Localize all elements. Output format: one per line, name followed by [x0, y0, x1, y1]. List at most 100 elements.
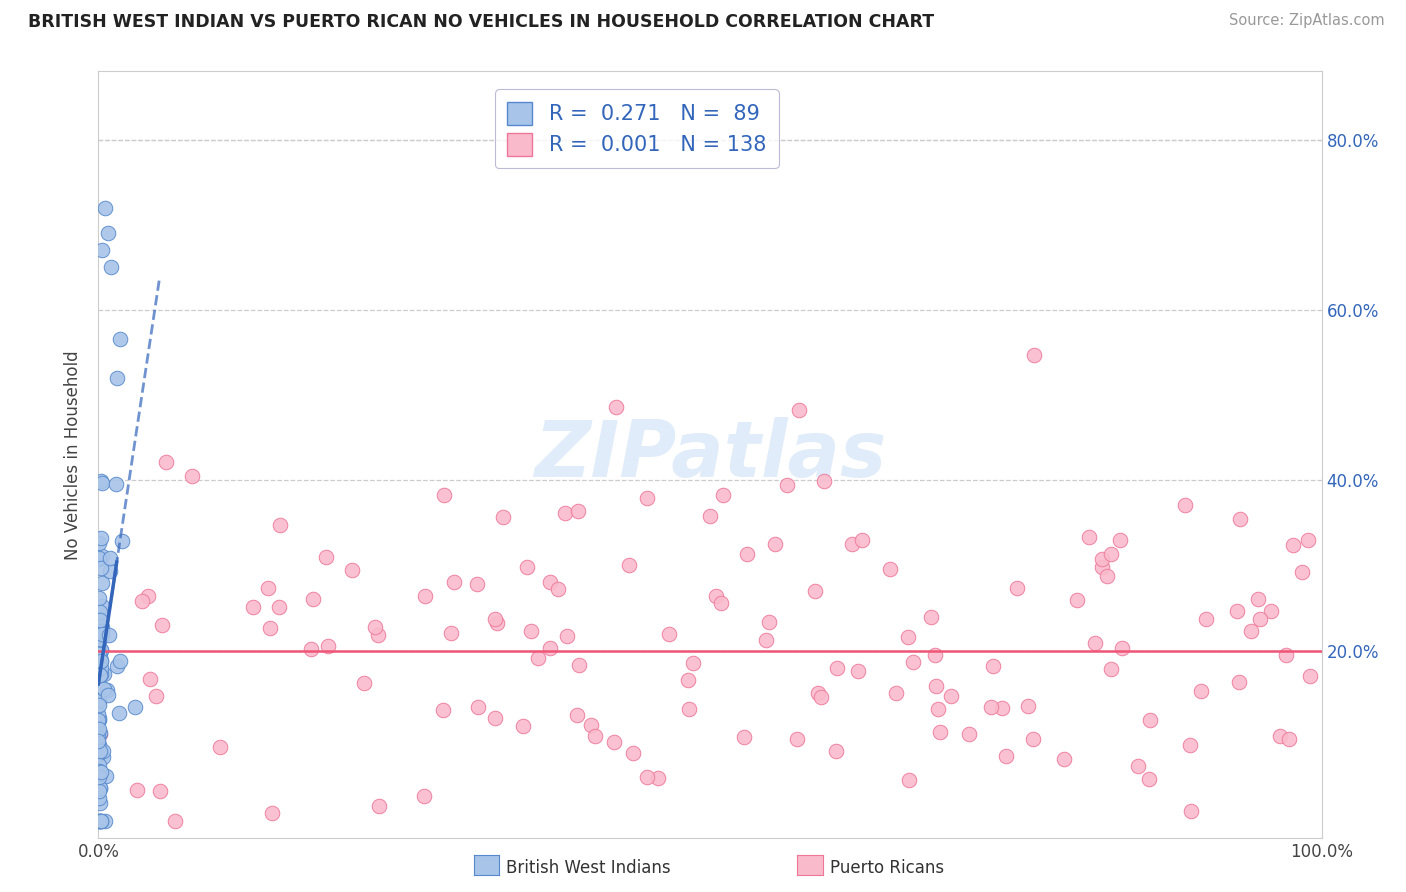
Point — [90, 654, 112, 668]
Point — [89, 647, 111, 661]
Point — [87, 770, 110, 784]
Point — [1226, 604, 1249, 618]
Point — [1022, 348, 1045, 362]
Point — [554, 506, 576, 520]
Point — [108, 654, 131, 668]
Point — [605, 401, 627, 415]
Point — [89, 645, 111, 659]
Point — [87, 616, 110, 631]
Point — [90, 560, 112, 574]
Point — [367, 798, 389, 813]
Point — [658, 627, 681, 641]
Point — [603, 735, 626, 749]
Point — [87, 591, 110, 606]
Point — [1291, 566, 1313, 580]
Point — [484, 710, 506, 724]
Point — [467, 699, 489, 714]
Point — [91, 549, 114, 564]
Point — [367, 627, 389, 641]
Point — [1078, 530, 1101, 544]
Point — [89, 619, 111, 633]
Point — [104, 476, 127, 491]
Point — [443, 575, 465, 590]
Point — [737, 547, 759, 561]
Point — [415, 589, 437, 603]
Point — [87, 784, 110, 798]
Point — [87, 706, 110, 721]
Point — [91, 744, 114, 758]
Point — [897, 630, 920, 644]
Point — [879, 562, 901, 576]
Point — [755, 632, 778, 647]
Point — [1249, 611, 1271, 625]
Point — [711, 488, 734, 502]
Point — [89, 726, 111, 740]
Point — [96, 683, 118, 698]
Point — [1022, 732, 1045, 747]
Point — [87, 730, 110, 744]
Point — [579, 718, 602, 732]
Point — [91, 624, 114, 638]
Point — [90, 624, 112, 639]
Point — [538, 640, 561, 655]
Point — [90, 814, 112, 829]
Point — [87, 694, 110, 708]
Point — [353, 675, 375, 690]
Point — [90, 599, 112, 613]
Point — [90, 475, 112, 489]
Point — [512, 719, 534, 733]
Point — [87, 734, 110, 748]
Point — [841, 537, 863, 551]
Point — [180, 469, 202, 483]
Point — [89, 781, 111, 796]
Point — [89, 668, 111, 682]
Point — [90, 764, 112, 779]
Point — [1189, 684, 1212, 698]
Point — [89, 627, 111, 641]
Point — [527, 651, 550, 665]
Point — [810, 690, 832, 705]
Point — [89, 744, 111, 758]
Point — [1111, 641, 1133, 656]
Text: ZIPatlas: ZIPatlas — [534, 417, 886, 493]
Point — [127, 782, 149, 797]
Text: Puerto Ricans: Puerto Ricans — [830, 859, 943, 877]
Point — [363, 620, 385, 634]
Point — [898, 772, 921, 787]
Point — [87, 693, 110, 707]
Point — [91, 576, 114, 591]
Point — [787, 403, 810, 417]
Text: Source: ZipAtlas.com: Source: ZipAtlas.com — [1229, 13, 1385, 29]
Point — [260, 805, 283, 820]
Point — [269, 518, 291, 533]
Point — [91, 244, 114, 258]
Point — [111, 533, 134, 548]
Point — [87, 551, 110, 566]
Point — [93, 666, 115, 681]
Point — [87, 632, 110, 647]
Point — [676, 673, 699, 687]
Point — [108, 332, 131, 346]
Point — [1128, 759, 1150, 773]
Point — [927, 702, 949, 716]
Point — [108, 706, 131, 720]
Point — [89, 780, 111, 795]
Point — [97, 628, 120, 642]
Point — [87, 552, 110, 566]
Point — [1173, 498, 1195, 512]
Point — [807, 686, 830, 700]
Point — [1296, 533, 1319, 547]
Point — [555, 629, 578, 643]
Point — [257, 581, 280, 595]
Point — [163, 814, 186, 829]
Point — [1298, 668, 1320, 682]
Point — [87, 713, 110, 727]
Point — [1109, 533, 1132, 547]
Point — [89, 663, 111, 677]
Text: BRITISH WEST INDIAN VS PUERTO RICAN NO VEHICLES IN HOUSEHOLD CORRELATION CHART: BRITISH WEST INDIAN VS PUERTO RICAN NO V… — [28, 13, 934, 31]
Point — [131, 593, 153, 607]
Point — [647, 771, 669, 785]
Point — [89, 693, 111, 707]
Point — [440, 625, 463, 640]
Point — [89, 606, 111, 620]
